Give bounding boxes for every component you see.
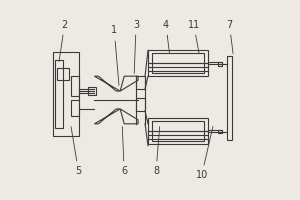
Bar — [88, 87, 96, 95]
Bar — [57, 68, 69, 80]
Bar — [218, 130, 223, 133]
Bar — [152, 53, 204, 73]
Text: 10: 10 — [196, 127, 213, 180]
Text: 8: 8 — [153, 127, 160, 176]
Bar — [55, 60, 63, 128]
Text: 4: 4 — [163, 20, 169, 54]
Bar — [148, 50, 208, 76]
Text: 2: 2 — [59, 20, 68, 62]
Bar — [152, 121, 204, 141]
Text: 6: 6 — [121, 127, 127, 176]
Bar — [70, 76, 79, 96]
Text: 11: 11 — [188, 20, 200, 54]
Bar — [53, 52, 79, 136]
Bar — [227, 56, 232, 140]
Bar — [218, 62, 223, 66]
Text: 1: 1 — [111, 25, 119, 85]
Bar — [136, 98, 145, 111]
Bar — [136, 76, 145, 89]
Text: 5: 5 — [71, 127, 82, 176]
Bar — [70, 100, 79, 116]
Text: 7: 7 — [226, 20, 233, 54]
Bar — [148, 118, 208, 144]
Text: 3: 3 — [133, 20, 139, 73]
